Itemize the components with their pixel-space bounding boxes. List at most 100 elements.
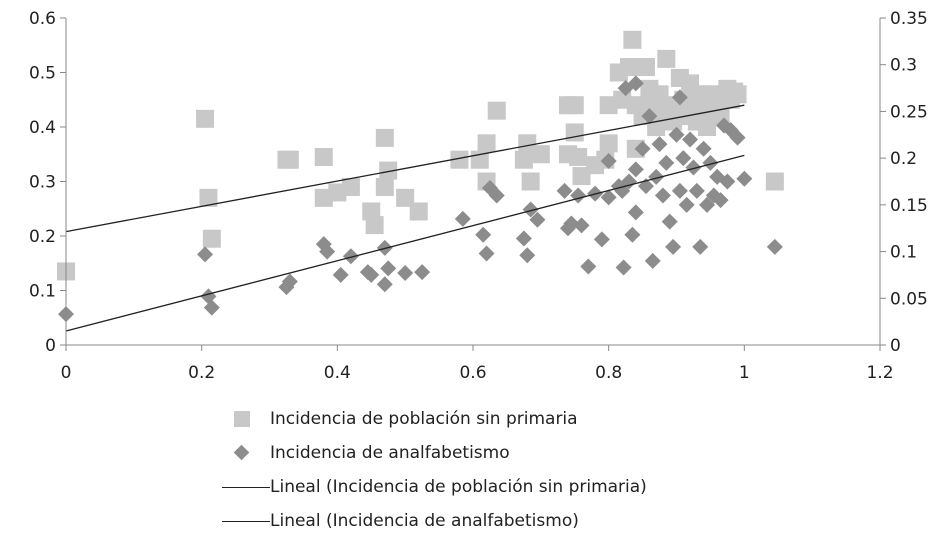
data-point-diamond (682, 131, 699, 148)
tick-labels: 0 0.2 0.4 0.6 0.8 1 1.2 0 0.1 0.2 0.3 0.4 0.5 0.6 0 0.0… (29, 9, 928, 383)
legend-item-analfabetismo: Incidencia de analfabetismo (222, 436, 862, 470)
data-point-square (623, 30, 642, 49)
data-point-diamond (397, 265, 414, 282)
data-point-square (362, 202, 381, 221)
y-right-tick-label: 0.15 (890, 196, 928, 216)
data-point-square (379, 161, 398, 180)
data-point-diamond (736, 170, 753, 187)
data-point-diamond (615, 259, 632, 276)
y-left-tick-label: 0.1 (29, 282, 56, 302)
data-point-square (657, 49, 676, 68)
data-point-diamond (600, 152, 617, 169)
x-tick-label: 0.4 (324, 363, 351, 383)
x-tick-label: 0.6 (459, 363, 486, 383)
data-point-diamond (563, 215, 580, 232)
y-left-tick-label: 0.5 (29, 64, 56, 84)
data-point-diamond (671, 182, 688, 199)
data-point-diamond (593, 231, 610, 248)
y-left-tick-label: 0 (45, 336, 56, 356)
data-point-diamond (654, 187, 671, 204)
data-point-square (518, 134, 537, 153)
data-point-square (202, 229, 221, 248)
data-point-square (572, 167, 591, 186)
plot-area (57, 30, 784, 332)
data-point-square (487, 101, 506, 120)
data-point-square (477, 134, 496, 153)
data-point-square (599, 96, 618, 115)
data-point-square (196, 109, 215, 128)
data-point-square (314, 188, 333, 207)
y-left-tick-label: 0.3 (29, 173, 56, 193)
y-right-tick-label: 0.2 (890, 149, 917, 169)
data-point-square (599, 134, 618, 153)
data-point-square (613, 90, 632, 109)
data-point-diamond (627, 204, 644, 221)
diamond-marker-icon (222, 443, 270, 463)
data-point-diamond (634, 140, 651, 157)
data-point-diamond (478, 245, 495, 262)
data-point-diamond (475, 226, 492, 243)
data-point-square (375, 177, 394, 196)
x-tick-label: 0 (61, 363, 72, 383)
data-point-diamond (621, 173, 638, 190)
data-point-diamond (203, 299, 220, 316)
data-point-square (698, 118, 717, 136)
data-point-square (314, 147, 333, 166)
data-point-square (765, 172, 784, 191)
data-point-diamond (651, 136, 668, 153)
data-point-square (450, 150, 469, 169)
data-point-square (521, 172, 540, 191)
data-point-diamond (519, 247, 536, 264)
trendline (65, 104, 745, 233)
scatter-chart: 0 0.2 0.4 0.6 0.8 1 1.2 0 0.1 0.2 0.3 0.4 0.5 0.6 0 0.0… (29, 9, 928, 383)
legend-item-sin-primaria: Incidencia de población sin primaria (222, 402, 862, 436)
data-point-diamond (454, 210, 471, 227)
data-point-diamond (729, 129, 746, 146)
y-right-tick-label: 0.05 (890, 289, 928, 309)
data-point-diamond (515, 230, 532, 247)
legend-label: Incidencia de analfabetismo (270, 443, 510, 463)
line-marker-icon (222, 511, 270, 531)
data-point-diamond (668, 126, 685, 143)
data-point-diamond (342, 248, 359, 265)
data-point-square (328, 183, 347, 202)
x-tick-label: 1.2 (866, 363, 893, 383)
data-point-diamond (719, 173, 736, 190)
legend-label: Lineal (Incidencia de analfabetismo) (270, 511, 579, 531)
data-point-diamond (648, 168, 665, 185)
legend: Incidencia de población sin primaria Inc… (222, 402, 862, 538)
x-tick-label: 0.8 (595, 363, 622, 383)
data-point-diamond (658, 154, 675, 171)
data-point-diamond (488, 187, 505, 204)
y-left-tick-label: 0.6 (29, 9, 56, 29)
data-point-square (620, 58, 639, 77)
data-point-diamond (380, 260, 397, 277)
data-point-diamond (661, 213, 678, 230)
data-point-square (636, 58, 655, 77)
data-point-diamond (197, 246, 214, 263)
data-point-square (565, 123, 584, 142)
data-point-diamond (688, 182, 705, 199)
y-right-tick-label: 0.25 (890, 102, 928, 122)
data-point-diamond (600, 189, 617, 206)
data-point-diamond (702, 154, 719, 171)
data-point-diamond (678, 196, 695, 213)
y-right-tick-label: 0.1 (890, 243, 917, 263)
legend-label: Incidencia de población sin primaria (270, 409, 578, 429)
y-right-tick-label: 0.3 (890, 56, 917, 76)
data-point-diamond (281, 273, 298, 290)
y-left-tick-label: 0.4 (29, 118, 56, 138)
data-point-square (409, 202, 428, 221)
data-point-diamond (376, 276, 393, 293)
data-point-square (375, 128, 394, 147)
data-point-square (365, 216, 384, 235)
data-point-diamond (614, 182, 631, 199)
y-right-tick-label: 0.35 (890, 9, 928, 29)
data-point-diamond (573, 217, 590, 234)
legend-item-trend-sin-primaria: Lineal (Incidencia de población sin prim… (222, 470, 862, 504)
data-point-diamond (699, 196, 716, 213)
legend-item-trend-analfabetismo: Lineal (Incidencia de analfabetismo) (222, 504, 862, 538)
data-point-diamond (695, 140, 712, 157)
data-point-diamond (617, 80, 634, 97)
data-point-diamond (556, 182, 573, 199)
